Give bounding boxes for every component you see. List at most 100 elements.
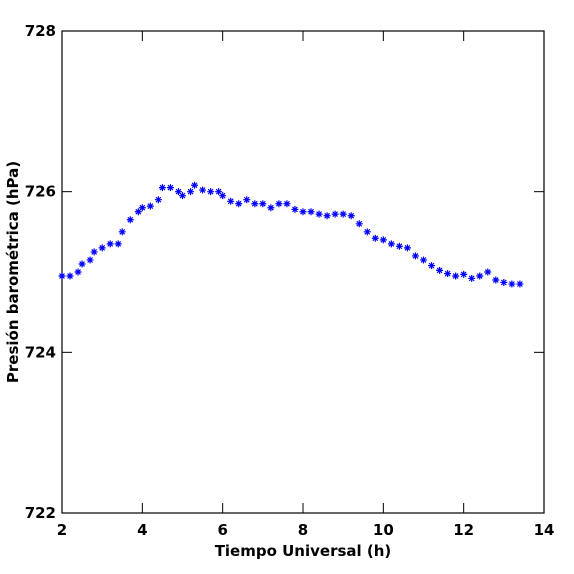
plot-frame [61,30,545,514]
data-point [492,276,500,284]
data-point [215,188,223,196]
data-point [315,210,323,218]
data-point [90,248,98,256]
data-point [154,196,162,204]
y-axis-label: Presión barométrica (hPa) [4,161,22,383]
point-glyph [436,266,444,274]
data-point [78,260,86,268]
data-point [363,228,371,236]
point-glyph [138,204,146,212]
point-glyph [134,208,142,216]
point-glyph [387,240,395,248]
point-glyph [154,196,162,204]
y-tick-label: 722 [25,504,56,522]
data-point [460,270,468,278]
point-glyph [379,236,387,244]
data-point [420,256,427,264]
data-point [251,200,259,208]
data-point [468,274,476,282]
data-point [395,242,403,250]
point-glyph [323,212,331,220]
point-glyph [363,228,371,236]
point-glyph [283,200,291,208]
data-point [243,196,251,204]
data-point [275,200,283,208]
data-point [179,192,186,200]
data-point [331,210,339,218]
point-glyph [251,200,259,208]
point-glyph [476,272,484,280]
data-point [428,262,436,270]
point-glyph [174,188,182,196]
data-point [187,188,195,196]
point-glyph [114,240,122,248]
point-glyph [235,200,243,208]
x-tick-label: 2 [57,521,67,539]
data-point [86,256,94,264]
data-point [508,280,516,288]
x-tick-label: 4 [137,521,147,539]
point-glyph [166,184,174,192]
point-glyph [118,228,126,236]
data-point [355,220,363,228]
point-glyph [199,186,207,194]
point-glyph [227,197,235,205]
data-point [126,216,134,224]
x-tick-label: 8 [298,521,308,539]
point-glyph [158,184,166,192]
data-point [191,181,199,189]
point-glyph [219,192,227,200]
data-point [158,184,166,192]
data-point [267,204,275,212]
data-point [174,188,182,196]
x-axis-label: Tiempo Universal (h) [215,542,392,560]
point-glyph [339,210,347,218]
point-glyph [106,240,114,248]
data-point [219,192,227,200]
data-point [58,272,66,280]
point-glyph [371,234,379,242]
data-point [387,240,395,248]
data-point [106,240,114,248]
point-glyph [444,270,452,278]
point-glyph [187,188,195,196]
data-point [299,208,307,216]
point-glyph [492,276,500,284]
y-tick-label: 724 [25,343,56,361]
data-point [403,244,411,252]
data-point [114,240,122,248]
point-glyph [395,242,403,250]
x-tick-label: 12 [453,521,474,539]
point-glyph [259,200,267,208]
data-point [138,204,146,212]
data-point [207,188,215,196]
data-point [66,272,74,280]
point-glyph [243,196,251,204]
point-glyph [207,188,215,196]
data-point [199,186,207,194]
data-point [444,270,452,278]
point-glyph [484,268,492,276]
data-point [283,200,291,208]
data-point [307,208,315,216]
data-point [500,278,508,286]
data-point [98,244,106,252]
point-glyph [267,204,275,212]
data-point [227,197,235,205]
point-glyph [452,272,460,280]
point-glyph [126,216,134,224]
point-glyph [460,270,468,278]
point-glyph [420,256,427,264]
x-tick-label: 10 [373,521,394,539]
data-point [259,200,267,208]
data-point [134,208,142,216]
point-glyph [90,248,98,256]
point-glyph [146,202,154,210]
point-glyph [411,252,419,260]
point-glyph [403,244,411,252]
data-point [146,202,154,210]
point-glyph [78,260,86,268]
data-point [516,280,524,288]
point-glyph [307,208,315,216]
data-point [323,212,331,220]
